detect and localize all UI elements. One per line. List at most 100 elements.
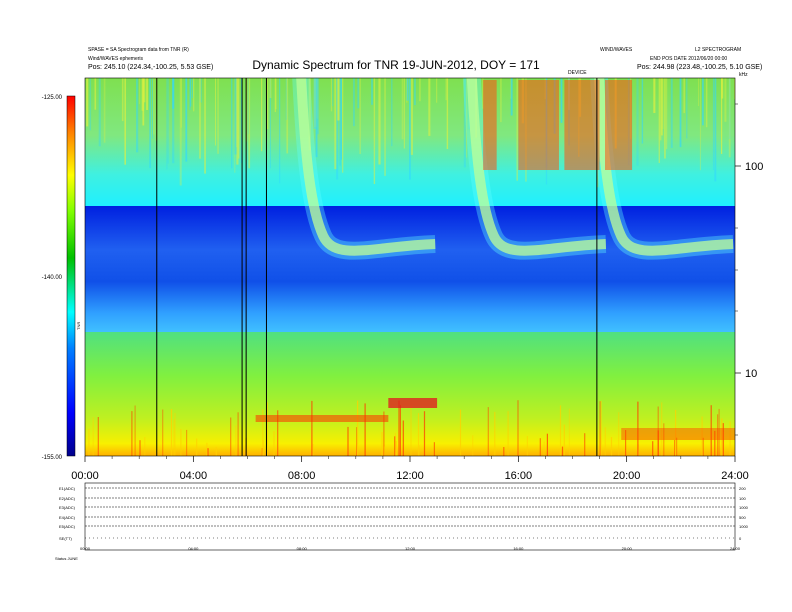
spectral-streak <box>234 78 237 155</box>
spectral-streak <box>286 78 289 154</box>
spectral-streak <box>698 78 699 106</box>
spectral-streak <box>641 78 644 144</box>
freq-unit: kHz <box>739 72 748 78</box>
low-freq-emission <box>139 440 141 456</box>
low-freq-emission <box>618 412 620 456</box>
spectral-streak <box>463 78 466 168</box>
spectral-streak <box>193 78 195 112</box>
spectral-streak <box>446 78 449 149</box>
low-freq-emission <box>423 411 426 456</box>
spectral-streak <box>734 78 736 100</box>
spectral-streak <box>670 78 673 148</box>
spectral-streak <box>342 78 344 173</box>
footer-label: Status JUNE <box>55 556 78 561</box>
low-freq-emission <box>273 431 275 456</box>
spectral-streak <box>724 78 727 122</box>
low-freq-emission <box>144 437 146 456</box>
low-freq-emission <box>546 433 548 456</box>
spectral-streak <box>660 78 663 136</box>
spectral-streak <box>172 78 175 164</box>
spectral-streak <box>274 78 276 112</box>
spectral-streak <box>679 78 682 148</box>
low-freq-emission <box>563 424 565 456</box>
spectral-streak <box>313 78 316 130</box>
low-freq-emission <box>237 412 239 456</box>
spectral-streak <box>406 78 409 101</box>
low-freq-emission <box>517 400 519 456</box>
spectral-streak <box>215 78 216 146</box>
spectral-streak <box>269 78 272 98</box>
spectral-streak <box>237 78 240 159</box>
low-freq-emission <box>675 409 677 456</box>
spectral-streak <box>371 78 373 105</box>
spectral-streak <box>560 78 563 123</box>
time-tick-label: 08:00 <box>288 470 316 482</box>
spectral-streak <box>124 78 126 165</box>
low-freq-emission <box>676 437 678 456</box>
spectral-streak <box>705 78 708 128</box>
low-freq-emission <box>398 400 400 456</box>
low-freq-emission <box>383 446 385 456</box>
spectral-streak <box>336 78 339 180</box>
low-freq-emission <box>347 426 349 456</box>
spectral-streak <box>136 78 139 153</box>
low-freq-emission <box>381 432 383 456</box>
spectral-streak <box>180 78 182 128</box>
spectral-streak <box>384 78 386 176</box>
spectral-streak <box>653 78 656 113</box>
panel-time-label: 24:00 <box>730 546 741 551</box>
colorbar-tick-mid: -140.00 <box>42 275 63 281</box>
spectral-streak <box>403 78 405 149</box>
low-freq-emission <box>92 417 94 456</box>
spectral-streak <box>269 78 271 169</box>
spectral-streak <box>143 78 146 103</box>
spectral-streak <box>516 78 518 181</box>
low-freq-emission <box>559 405 562 456</box>
spectral-streak <box>247 78 250 135</box>
spectral-streak <box>315 78 318 158</box>
housekeeping-panels: E1(ADC) 200 E2(ADC) 100 E3(ADC) 1000 E4(ADC) 50… <box>59 482 749 551</box>
spectral-streak <box>89 78 92 131</box>
low-freq-emission <box>539 438 541 456</box>
spectral-streak <box>204 78 206 174</box>
freq-tick-10: 10 <box>745 368 757 380</box>
low-freq-emission <box>701 416 703 456</box>
spectral-streak <box>86 78 89 127</box>
low-freq-emission <box>710 405 712 456</box>
spectral-streak <box>686 78 688 139</box>
low-freq-emission <box>418 445 420 456</box>
time-tick-label: 16:00 <box>505 470 533 482</box>
low-freq-emission <box>364 403 366 456</box>
low-freq-emission <box>674 440 676 456</box>
spectral-streak <box>728 78 731 158</box>
spectral-streak <box>428 78 431 136</box>
low-freq-emission <box>599 401 601 456</box>
spectral-streak <box>659 78 662 141</box>
freq-tick-100: 100 <box>745 161 763 173</box>
panel-time-label: 12:00 <box>405 546 416 551</box>
spectral-streak <box>330 78 333 112</box>
panel-right-tick: 100 <box>739 496 746 501</box>
panel-label: E2(ADC) <box>59 496 76 501</box>
spectral-streak <box>445 78 447 101</box>
low-freq-emission <box>206 442 208 456</box>
time-tick-label: 12:00 <box>396 470 424 482</box>
low-freq-emission <box>561 446 564 456</box>
spectral-streak <box>436 78 438 103</box>
panel-label: E1(ADC) <box>59 486 76 491</box>
low-freq-emission <box>503 447 505 456</box>
low-freq-emission <box>186 429 188 456</box>
low-freq-emission <box>134 405 136 456</box>
low-freq-emission <box>312 444 314 456</box>
low-freq-emission <box>173 419 175 456</box>
spectral-streak <box>337 78 340 121</box>
low-freq-emission <box>722 423 724 456</box>
spectral-streak <box>192 78 193 99</box>
spectral-streak <box>185 78 188 162</box>
low-freq-emission <box>162 409 164 456</box>
type-iii-burst-halo <box>590 77 734 260</box>
low-freq-emission <box>494 411 496 456</box>
spectral-streak <box>658 78 660 163</box>
spectral-streak <box>419 78 421 102</box>
